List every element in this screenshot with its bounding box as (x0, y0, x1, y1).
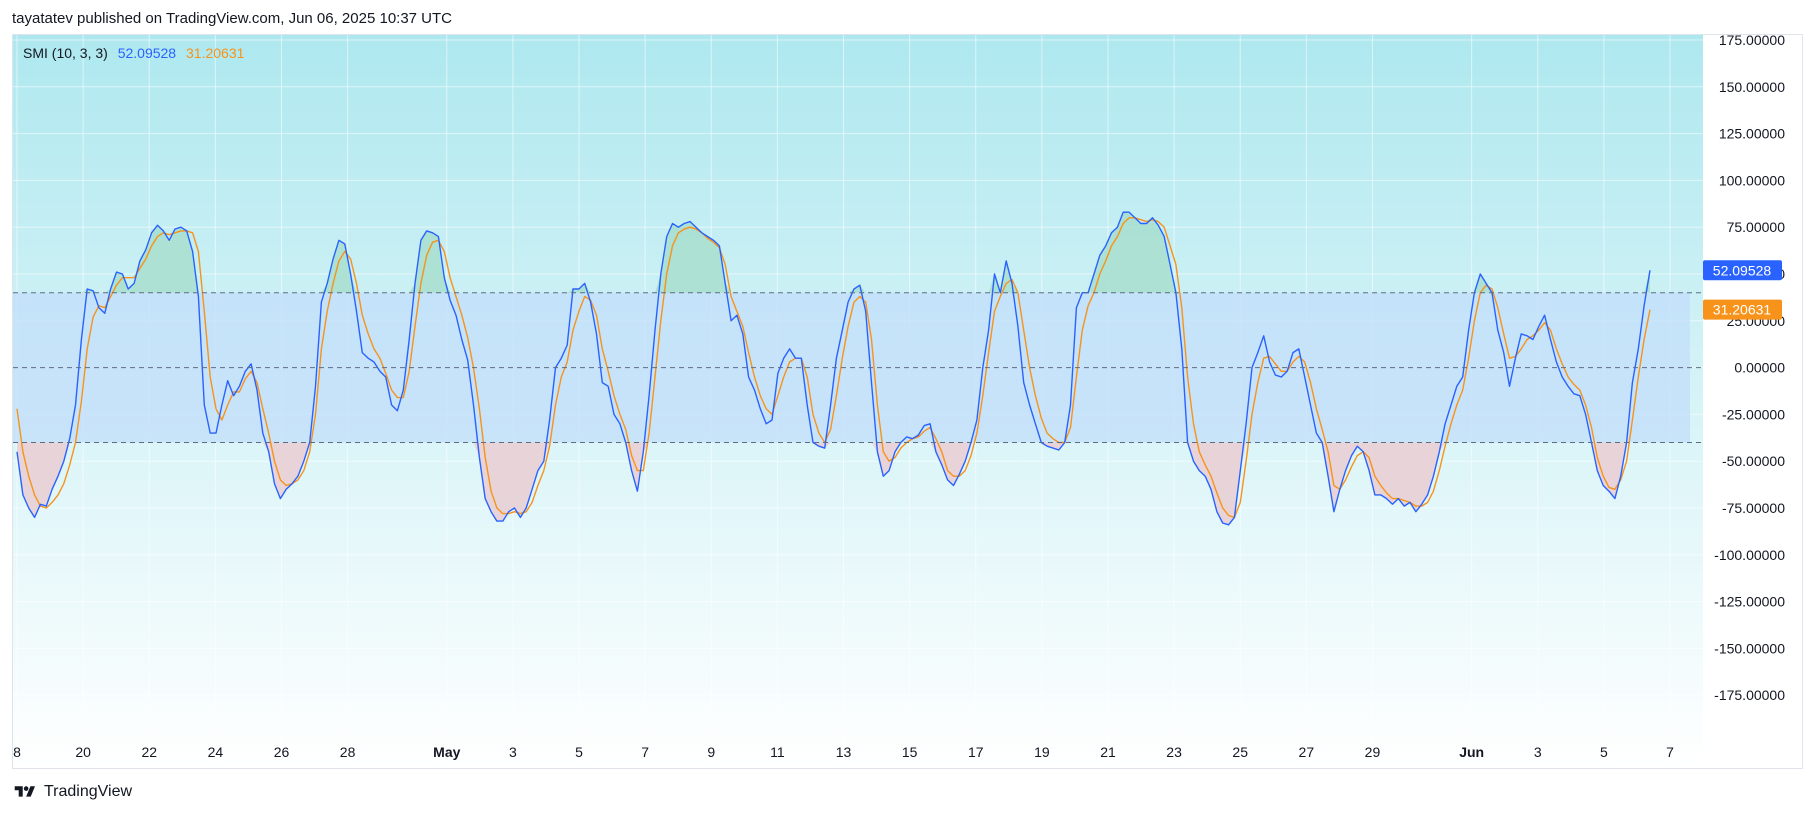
y-tick-label: -175.00000 (1714, 687, 1785, 703)
x-tick-label: 7 (641, 744, 649, 760)
last-value-label-smi: 52.09528 (1703, 260, 1782, 281)
x-tick-label: 19 (1034, 744, 1050, 760)
last-value-label-signal: 31.20631 (1703, 299, 1782, 320)
chart-frame (12, 34, 1803, 769)
y-tick-label: 125.00000 (1719, 126, 1785, 142)
x-tick-label: 23 (1166, 744, 1182, 760)
x-tick-label: 17 (968, 744, 984, 760)
x-tick-label: 20 (75, 744, 91, 760)
y-tick-label: 175.00000 (1719, 32, 1785, 48)
x-tick-label: 21 (1100, 744, 1116, 760)
overbought-fill (17, 212, 1650, 293)
footer-brand-label: TradingView (44, 783, 133, 800)
legend-title: SMI (10, 3, 3) (23, 45, 108, 61)
series-line-smi[interactable] (16, 211, 1651, 526)
x-tick-label: 3 (1534, 744, 1542, 760)
svg-text:52.09528: 52.09528 (1713, 262, 1772, 278)
x-tick-label: 15 (902, 744, 918, 760)
y-axis: 175.00000 150.00000 125.00000 100.00000 75.0… (1714, 32, 1785, 703)
x-tick-label: 9 (707, 744, 715, 760)
y-tick-label: 100.00000 (1719, 172, 1785, 188)
y-tick-label: 150.00000 (1719, 79, 1785, 95)
y-tick-label: -150.00000 (1714, 640, 1785, 656)
x-tick-label: Jun (1459, 744, 1484, 760)
x-tick-label: 5 (575, 744, 583, 760)
series-line-signal[interactable] (16, 217, 1651, 519)
y-tick-label: -25.00000 (1722, 406, 1785, 422)
x-tick-label: 22 (141, 744, 157, 760)
footer-brand[interactable]: TradingView (12, 783, 132, 801)
y-tick-label: 0.00000 (1734, 360, 1785, 376)
y-tick-label: -75.00000 (1722, 500, 1785, 516)
x-tick-label: 28 (340, 744, 356, 760)
x-tick-label: 7 (1666, 744, 1674, 760)
indicator-legend[interactable]: SMI (10, 3, 3) 52.09528 31.20631 (23, 45, 244, 61)
tradingview-logo-icon (14, 786, 35, 797)
x-tick-label: 8 (13, 744, 21, 760)
y-tick-label: -50.00000 (1722, 453, 1785, 469)
legend-signal-value: 31.20631 (186, 45, 245, 61)
x-tick-label: 3 (509, 744, 517, 760)
x-tick-label: 26 (274, 744, 290, 760)
y-tick-label: -125.00000 (1714, 594, 1785, 610)
publish-info: tayatatev published on TradingView.com, … (12, 10, 453, 27)
x-axis: 8 20 22 24 26 28 May 3 5 7 9 11 13 15 17 19 21 23 25 27 29 Ju… (13, 744, 1674, 760)
x-tick-label: 11 (770, 744, 785, 760)
x-tick-label: 24 (208, 744, 224, 760)
x-tick-label: May (433, 744, 460, 760)
x-tick-label: 5 (1600, 744, 1608, 760)
svg-text:31.20631: 31.20631 (1713, 302, 1772, 318)
legend-smi-value: 52.09528 (117, 45, 177, 61)
x-tick-label: 29 (1365, 744, 1381, 760)
x-tick-label: 27 (1299, 744, 1315, 760)
x-tick-label: 25 (1232, 744, 1248, 760)
y-tick-label: -100.00000 (1714, 547, 1785, 563)
x-tick-label: 13 (836, 744, 852, 760)
y-tick-label: 75.00000 (1727, 219, 1786, 235)
